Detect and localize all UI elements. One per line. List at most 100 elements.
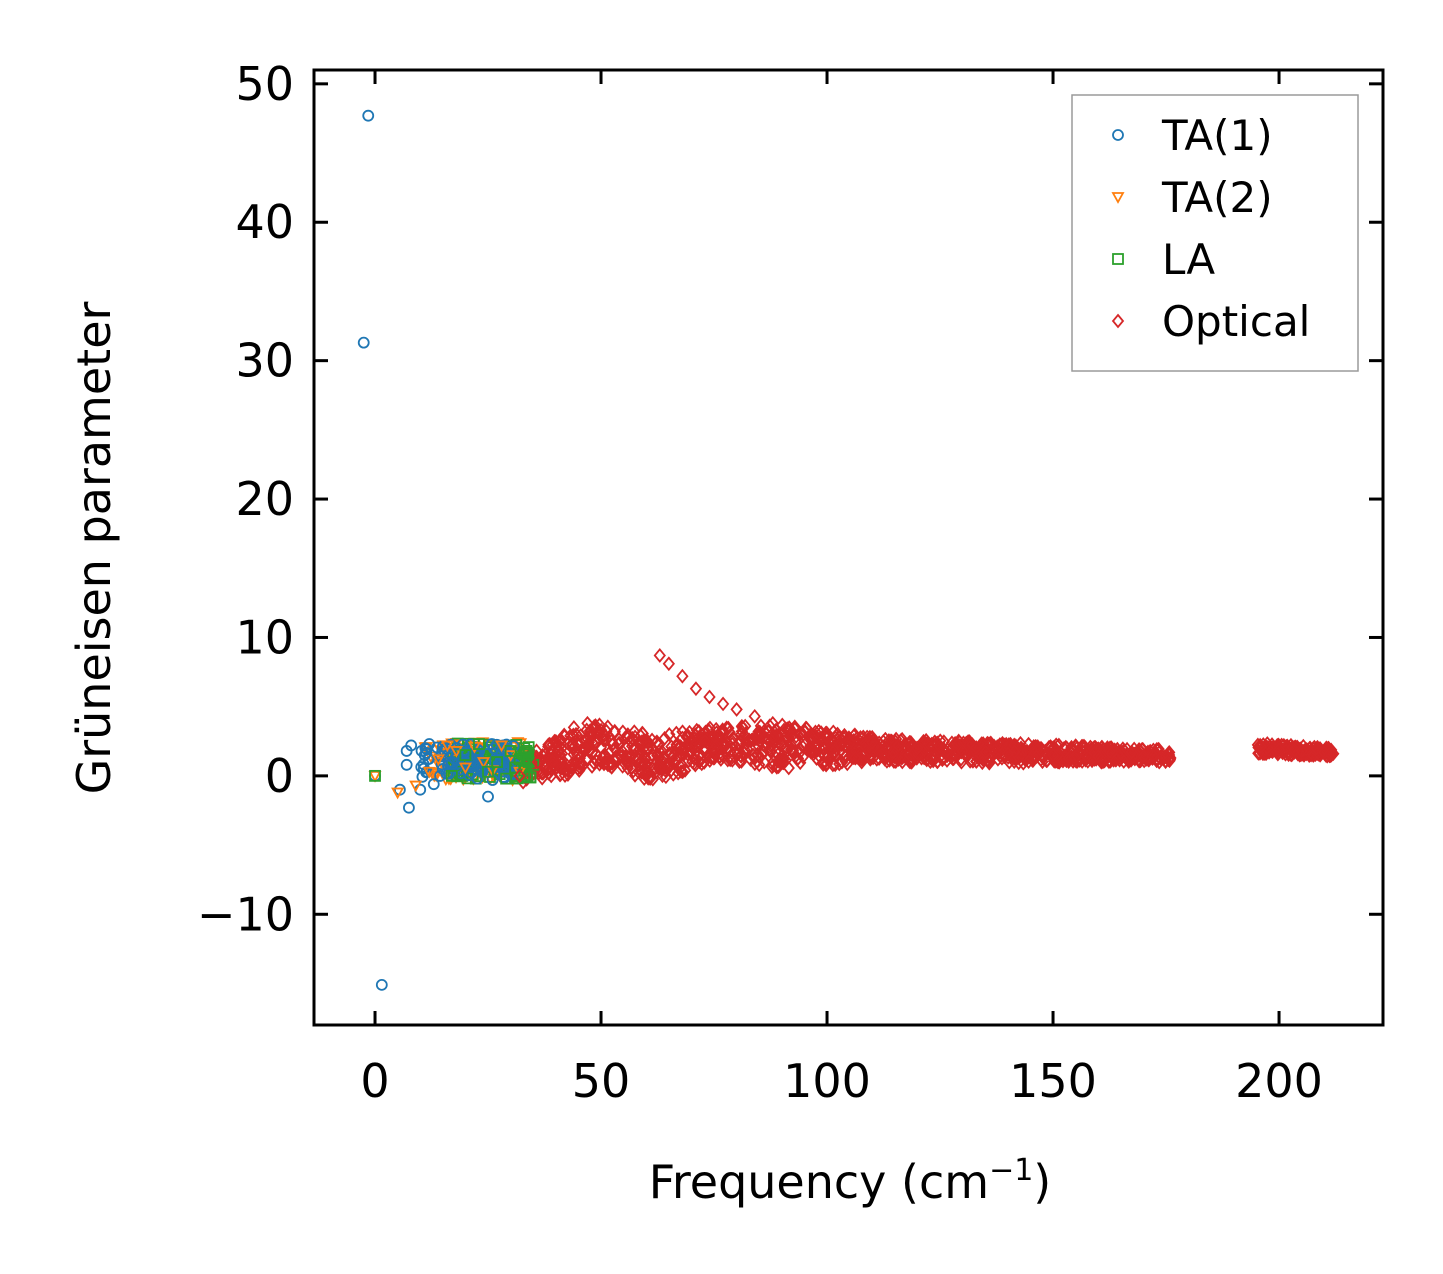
data-point-optical — [1327, 746, 1340, 762]
data-point-optical — [653, 761, 666, 777]
data-point-optical-band — [670, 737, 683, 753]
data-point-optical — [703, 689, 716, 705]
data-point-optical — [753, 757, 766, 773]
data-point-optical-band — [627, 741, 641, 757]
data-point-optical-band — [966, 753, 980, 769]
data-point-optical-band — [621, 727, 634, 743]
data-point-optical-band — [535, 765, 548, 781]
data-point-optical — [716, 696, 730, 712]
data-point-optical — [911, 740, 924, 756]
data-point-optical-band — [763, 741, 776, 757]
data-point-optical-band — [805, 734, 818, 749]
data-point-optical-band — [1146, 747, 1159, 763]
x-tick-label: 150 — [1009, 1054, 1097, 1108]
data-point-optical-band — [889, 754, 902, 769]
data-point-optical-band — [955, 754, 968, 770]
data-point-optical-band — [722, 741, 735, 757]
data-point-optical-band — [642, 742, 655, 758]
data-point-optical-band — [872, 751, 886, 766]
x-axis-label: Frequency (cm−1) — [649, 1153, 1052, 1209]
data-point-ta-1 — [427, 778, 440, 791]
data-point-optical-band — [946, 741, 959, 756]
data-point-optical-band — [573, 763, 586, 778]
data-point-optical-band — [1022, 754, 1035, 769]
data-point-optical-band — [975, 736, 988, 752]
data-point-optical-band — [735, 748, 748, 764]
data-point-optical-band — [894, 733, 907, 748]
data-point-optical — [1318, 744, 1331, 760]
data-point-optical-band — [945, 749, 958, 765]
data-point-optical-band — [867, 750, 880, 765]
data-point-optical-band — [754, 718, 768, 734]
data-point-ta-1 — [403, 801, 415, 814]
data-point-ta-1 — [405, 739, 418, 752]
y-tick-label: 40 — [235, 195, 294, 249]
data-point-ta-2 — [409, 780, 423, 793]
data-point-la — [513, 753, 526, 766]
data-point-optical-band — [738, 727, 751, 743]
data-point-optical — [866, 735, 879, 751]
data-point-optical-band — [681, 728, 694, 744]
data-point-optical-band — [885, 733, 898, 749]
data-point-optical-band — [1008, 744, 1021, 760]
data-point-optical-band — [892, 738, 905, 753]
data-point-optical — [689, 681, 703, 697]
data-point-optical — [1272, 742, 1286, 757]
data-point-cluster — [463, 769, 476, 782]
data-point-optical-band — [819, 725, 832, 741]
data-point-optical-band — [1164, 750, 1177, 766]
data-point-cluster — [520, 744, 533, 757]
data-point-optical-band — [970, 754, 983, 769]
data-point-optical-band — [882, 733, 896, 748]
data-point-cluster — [522, 741, 535, 754]
legend-marker-optical — [1111, 313, 1125, 329]
x-tick-label: 0 — [360, 1054, 389, 1108]
plot-frame — [312, 68, 1385, 1027]
data-point-optical-band — [829, 730, 842, 746]
data-point-optical-band — [593, 717, 606, 733]
data-point-la — [500, 772, 513, 785]
data-point-optical — [1001, 746, 1015, 762]
data-point-optical-band — [748, 732, 761, 748]
data-point-optical-band — [818, 747, 831, 763]
data-point-optical-band — [832, 730, 846, 746]
data-point-ta-2 — [476, 757, 491, 769]
data-point-optical-band — [699, 741, 712, 757]
x-tick-label: 100 — [783, 1054, 871, 1108]
legend-marker-la — [1112, 253, 1124, 265]
data-point-optical-band — [933, 739, 947, 754]
data-point-la — [482, 765, 494, 778]
data-point-optical-band — [548, 754, 561, 769]
data-point-optical-band — [1110, 752, 1123, 768]
data-point-optical-band — [747, 747, 760, 763]
data-point-optical-band — [976, 755, 989, 771]
data-point-optical-band — [817, 747, 830, 763]
data-point-optical-band — [555, 746, 569, 762]
data-point-optical-band — [663, 727, 676, 742]
data-point-optical-band — [616, 744, 630, 760]
y-tick-label: 10 — [235, 610, 294, 664]
data-point-ta-1 — [400, 758, 413, 771]
data-point-optical — [581, 715, 594, 731]
data-point-optical-band — [599, 732, 613, 748]
data-point-optical-band — [635, 734, 649, 750]
data-point-optical-band — [620, 749, 634, 764]
data-point-optical-band — [564, 757, 578, 773]
data-point-optical-band — [583, 742, 596, 758]
data-point-cluster — [524, 771, 537, 784]
legend-label-ta-1: TA(1) — [1161, 111, 1273, 160]
data-point-optical — [685, 743, 698, 759]
data-point-optical-band — [681, 746, 694, 762]
data-point-optical-band — [609, 749, 623, 764]
data-point-optical-band — [757, 737, 770, 753]
data-point-optical — [653, 648, 666, 663]
data-point-optical-band — [654, 753, 667, 769]
data-point-ta-2 — [495, 740, 509, 753]
data-point-optical-band — [833, 756, 846, 772]
y-tick-label: 30 — [235, 334, 294, 388]
data-point-optical-band — [1125, 744, 1138, 760]
data-point-optical-band — [739, 736, 753, 752]
data-point-optical-band — [806, 743, 820, 759]
data-point-optical — [662, 656, 675, 672]
